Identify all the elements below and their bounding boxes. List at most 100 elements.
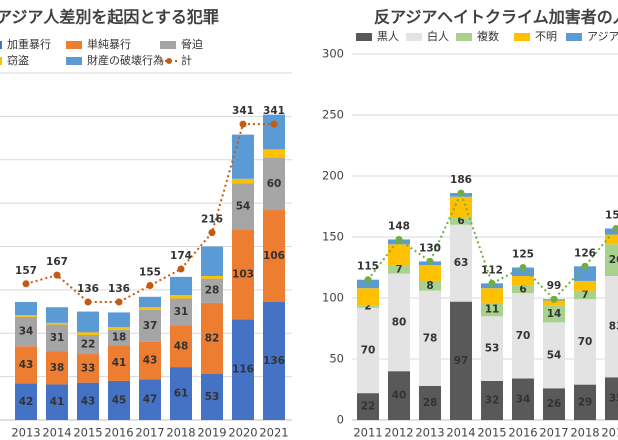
value-label: 136 <box>108 283 130 295</box>
bar-segment <box>481 288 503 303</box>
bar-segment <box>232 178 254 184</box>
bar-segment <box>388 244 410 266</box>
value-label: 125 <box>512 249 534 261</box>
bar-segment <box>388 265 410 274</box>
value-label: 47 <box>143 394 158 406</box>
bar-segment <box>201 246 223 276</box>
bar-segment <box>605 234 618 245</box>
line-marker <box>612 224 618 232</box>
bar-segment <box>108 327 130 330</box>
bar-segment <box>232 230 254 320</box>
bar-segment <box>77 382 99 420</box>
value-label: 22 <box>361 401 376 413</box>
value-label: 40 <box>392 390 407 402</box>
bar-segment <box>357 307 379 394</box>
bar-segment <box>512 378 534 420</box>
legend-marker <box>166 58 172 64</box>
bar-segment <box>263 158 285 211</box>
bar-segment <box>77 334 99 355</box>
bar-segment <box>77 354 99 383</box>
bar-segment <box>46 322 68 325</box>
value-label: 7 <box>581 289 588 301</box>
value-label: 34 <box>19 326 34 338</box>
chart-title: アジア人差別を起因とする犯罪 <box>0 8 219 27</box>
bar-segment <box>263 302 285 420</box>
bar-segment <box>263 210 285 303</box>
bar-segment <box>574 280 596 291</box>
value-label: 99 <box>547 280 562 292</box>
bar-segment <box>170 276 192 296</box>
bar-segment <box>419 265 441 281</box>
x-tick-label: 2021 <box>259 426 288 440</box>
legend-swatch <box>456 33 472 41</box>
y-tick-label: 300 <box>322 47 344 61</box>
legend-label: 黒人 <box>377 30 399 43</box>
line-marker <box>208 229 216 237</box>
value-label: 41 <box>50 396 65 408</box>
bar-segment <box>201 374 223 420</box>
bar-segment <box>481 316 503 381</box>
x-tick-label: 2015 <box>73 426 102 440</box>
value-label: 43 <box>81 395 96 407</box>
value-label: 43 <box>19 359 34 371</box>
y-tick-label: 50 <box>329 352 344 366</box>
value-label: 28 <box>423 397 438 409</box>
legend-label: 白人 <box>427 29 449 43</box>
value-label: 31 <box>174 306 189 318</box>
bar-segment <box>543 322 565 389</box>
value-label: 32 <box>485 394 500 406</box>
y-tick-label: 250 <box>322 108 344 122</box>
legend-swatch <box>356 33 372 41</box>
value-label: 126 <box>574 247 596 259</box>
legend-swatch <box>66 57 82 65</box>
x-tick-label: 2011 <box>353 426 382 440</box>
x-tick-label: 2013 <box>415 426 444 440</box>
value-label: 54 <box>236 201 251 213</box>
legend-label: 不明 <box>535 30 557 43</box>
value-label: 43 <box>143 355 158 367</box>
value-label: 7 <box>395 263 402 275</box>
bar-segment <box>170 298 192 326</box>
y-tick-label: 200 <box>322 169 344 183</box>
line-marker <box>22 280 30 288</box>
chart-title: 反アジアヘイトクライム加害者の人種別 <box>374 8 618 27</box>
value-label: 28 <box>205 285 220 297</box>
legend-swatch <box>514 33 530 41</box>
line-marker <box>53 271 61 279</box>
bar-segment <box>357 279 379 289</box>
value-label: 26 <box>547 398 562 410</box>
value-label: 14 <box>547 308 562 320</box>
bar-segment <box>108 345 130 381</box>
x-tick-label: 2016 <box>508 426 537 440</box>
bar-segment <box>232 183 254 231</box>
bar-segment <box>357 288 379 306</box>
x-tick-label: 2018 <box>166 426 195 440</box>
bar-segment <box>139 309 161 342</box>
bar-segment <box>450 217 472 225</box>
value-label: 53 <box>485 343 500 355</box>
legend-swatch <box>566 33 582 41</box>
value-label: 60 <box>267 178 282 190</box>
x-tick-label: 2016 <box>104 426 133 440</box>
value-label: 26 <box>609 254 618 266</box>
bar-segment <box>512 267 534 277</box>
chart: 反アジアヘイトクライム加害者の人種別 0 50 100 150 200 250 300 2011… <box>322 8 618 440</box>
bar-segment <box>357 305 379 308</box>
bar-segment <box>574 266 596 281</box>
bar-segment <box>232 319 254 420</box>
bar-segment <box>170 325 192 368</box>
bar-segment <box>201 275 223 279</box>
value-label: 53 <box>205 391 220 403</box>
value-label: 83 <box>609 321 618 333</box>
bar-segment <box>450 196 472 218</box>
legend-swatch <box>0 57 2 65</box>
value-label: 157 <box>605 209 618 221</box>
value-label: 8 <box>426 280 433 292</box>
value-label: 70 <box>516 330 531 342</box>
bar-segment <box>15 302 37 316</box>
bar-segment <box>450 224 472 302</box>
bar-segment <box>388 371 410 420</box>
x-tick-label: 2014 <box>446 426 475 440</box>
value-label: 341 <box>232 105 254 117</box>
